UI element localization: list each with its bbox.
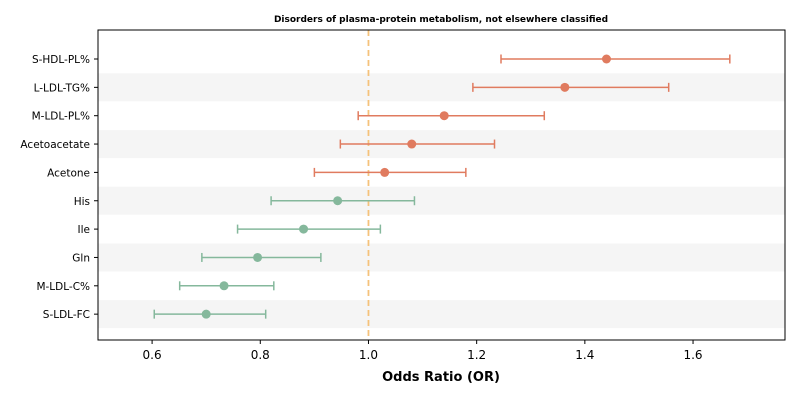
y-tick-label: Acetoacetate: [20, 139, 90, 151]
plot-frame: [97, 29, 786, 341]
odds-ratio-point: [333, 196, 343, 206]
y-tick-label: L-LDL-TG%: [34, 82, 90, 94]
y-tick-label: Gln: [72, 252, 90, 264]
y-tick-label: S-HDL-PL%: [32, 54, 90, 66]
odds-ratio-point: [253, 252, 263, 262]
odds-ratio-point: [560, 82, 570, 92]
x-tick-label: 1.0: [359, 348, 378, 362]
y-tick-label: Ile: [78, 224, 90, 236]
y-tick-label: Acetone: [47, 167, 90, 179]
x-tick-label: 1.6: [683, 348, 702, 362]
y-tick-label: His: [74, 196, 90, 208]
row-band: [98, 186, 785, 215]
odds-ratio-point: [299, 224, 309, 234]
row-band: [98, 73, 785, 102]
data-marks: [153, 54, 731, 319]
odds-ratio-point: [201, 309, 211, 319]
axes: [97, 29, 786, 341]
odds-ratio-point: [601, 54, 611, 64]
y-axis-labels: S-HDL-PL% L-LDL-TG% M-LDL-PL% Acetoacetate A…: [20, 54, 98, 321]
x-axis-label: Odds Ratio (OR): [382, 370, 500, 385]
row-bands: [98, 73, 785, 329]
odds-ratio-point: [380, 167, 390, 177]
odds-ratio-point: [219, 281, 229, 291]
y-tick-label: S-LDL-FC: [43, 309, 90, 321]
y-tick-label: M-LDL-PL%: [32, 111, 90, 123]
odds-ratio-point: [407, 139, 417, 149]
x-tick-label: 1.2: [467, 348, 486, 362]
x-axis-ticks: 0.6 0.8 1.0 1.2 1.4 1.6: [143, 340, 703, 362]
x-tick-label: 0.8: [251, 348, 270, 362]
y-tick-label: M-LDL-C%: [36, 281, 90, 293]
x-tick-label: 1.4: [575, 348, 594, 362]
chart-title: Disorders of plasma-protein metabolism, …: [274, 15, 608, 25]
x-tick-label: 0.6: [143, 348, 162, 362]
odds-ratio-point: [439, 111, 449, 121]
